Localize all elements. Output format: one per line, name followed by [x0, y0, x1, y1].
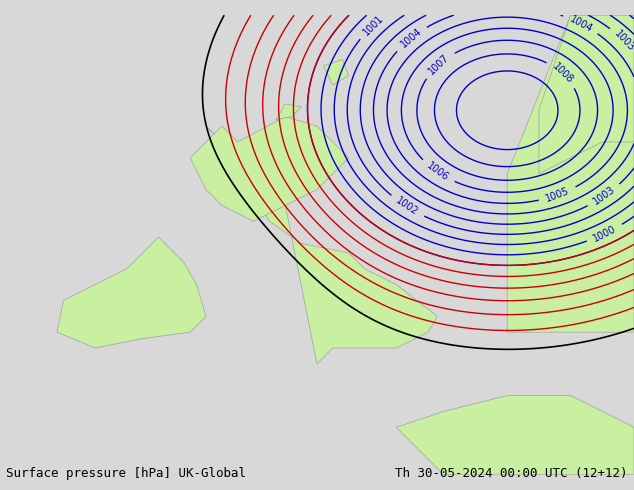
Text: Th 30-05-2024 00:00 UTC (12+12): Th 30-05-2024 00:00 UTC (12+12)	[395, 467, 628, 480]
Polygon shape	[396, 395, 634, 475]
Polygon shape	[539, 15, 634, 173]
Text: 1005: 1005	[545, 186, 571, 204]
Text: 1003: 1003	[612, 29, 634, 54]
Polygon shape	[57, 237, 206, 348]
Polygon shape	[206, 126, 437, 364]
Text: Surface pressure [hPa] UK-Global: Surface pressure [hPa] UK-Global	[6, 467, 247, 480]
Text: 1003: 1003	[592, 185, 617, 207]
Text: 1001: 1001	[361, 13, 385, 37]
Polygon shape	[190, 117, 349, 221]
Text: 1000: 1000	[592, 223, 618, 244]
Polygon shape	[276, 104, 301, 120]
Text: 1006: 1006	[425, 161, 451, 183]
Text: 1004: 1004	[398, 26, 424, 50]
Text: 1007: 1007	[427, 52, 451, 76]
Polygon shape	[507, 15, 634, 332]
Text: 1008: 1008	[550, 61, 574, 86]
Text: 1004: 1004	[568, 14, 594, 34]
Text: 1002: 1002	[394, 196, 420, 218]
Polygon shape	[323, 60, 349, 85]
